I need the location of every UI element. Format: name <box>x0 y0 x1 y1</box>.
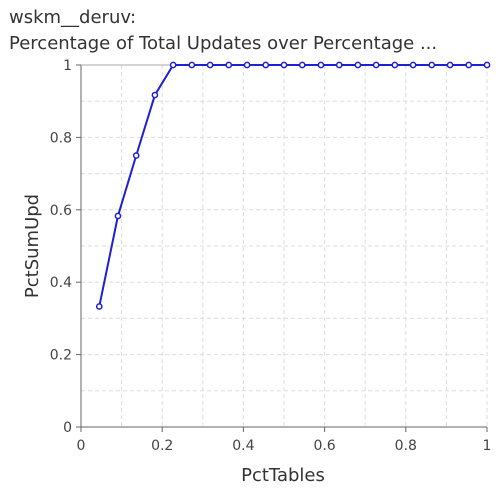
data-point <box>465 61 473 69</box>
data-point <box>262 61 270 69</box>
data-point <box>354 61 362 69</box>
y-tick-label: 0.8 <box>50 130 72 146</box>
data-point <box>372 61 380 69</box>
tick-labels: 0 0.2 0.4 0.6 0.8 1 0 0.2 0.4 0.6 0.8 1 <box>50 58 492 454</box>
chart-title-line-1: wskm__deruv: <box>9 7 137 28</box>
x-tick-label: 0.2 <box>151 438 173 454</box>
y-tick-label: 0 <box>63 420 72 436</box>
chart-title-line-2: Percentage of Total Updates over Percent… <box>9 33 438 54</box>
y-tick-label: 0.6 <box>50 203 72 219</box>
y-tick-label: 0.4 <box>50 275 72 291</box>
x-tick-label: 0.8 <box>395 438 417 454</box>
data-point <box>409 61 417 69</box>
grid-lines <box>81 65 488 428</box>
data-point <box>151 91 159 99</box>
data-point <box>206 61 214 69</box>
x-tick-label: 0.4 <box>232 438 254 454</box>
y-tick-label: 1 <box>63 58 72 74</box>
y-tick-label: 0.2 <box>50 348 72 364</box>
y-axis-label: PctSumUpd <box>22 194 43 298</box>
data-point <box>335 61 343 69</box>
data-point <box>114 212 122 220</box>
data-point <box>169 61 177 69</box>
data-point <box>132 152 140 159</box>
data-point <box>391 61 399 69</box>
x-tick-label: 0.6 <box>313 438 335 454</box>
data-point <box>298 61 306 69</box>
data-point <box>280 61 288 69</box>
x-tick-label: 1 <box>483 438 492 454</box>
data-point <box>225 61 233 69</box>
data-point <box>446 61 454 69</box>
series-line <box>98 64 487 307</box>
data-point <box>243 61 251 69</box>
x-axis-label: PctTables <box>241 465 325 486</box>
data-point <box>483 61 491 69</box>
data-point <box>317 61 325 69</box>
series-layer <box>95 61 491 310</box>
x-tick-label: 0 <box>77 438 86 454</box>
axes <box>76 64 488 432</box>
data-point <box>95 303 103 310</box>
data-point <box>428 61 436 69</box>
data-point <box>188 61 196 69</box>
